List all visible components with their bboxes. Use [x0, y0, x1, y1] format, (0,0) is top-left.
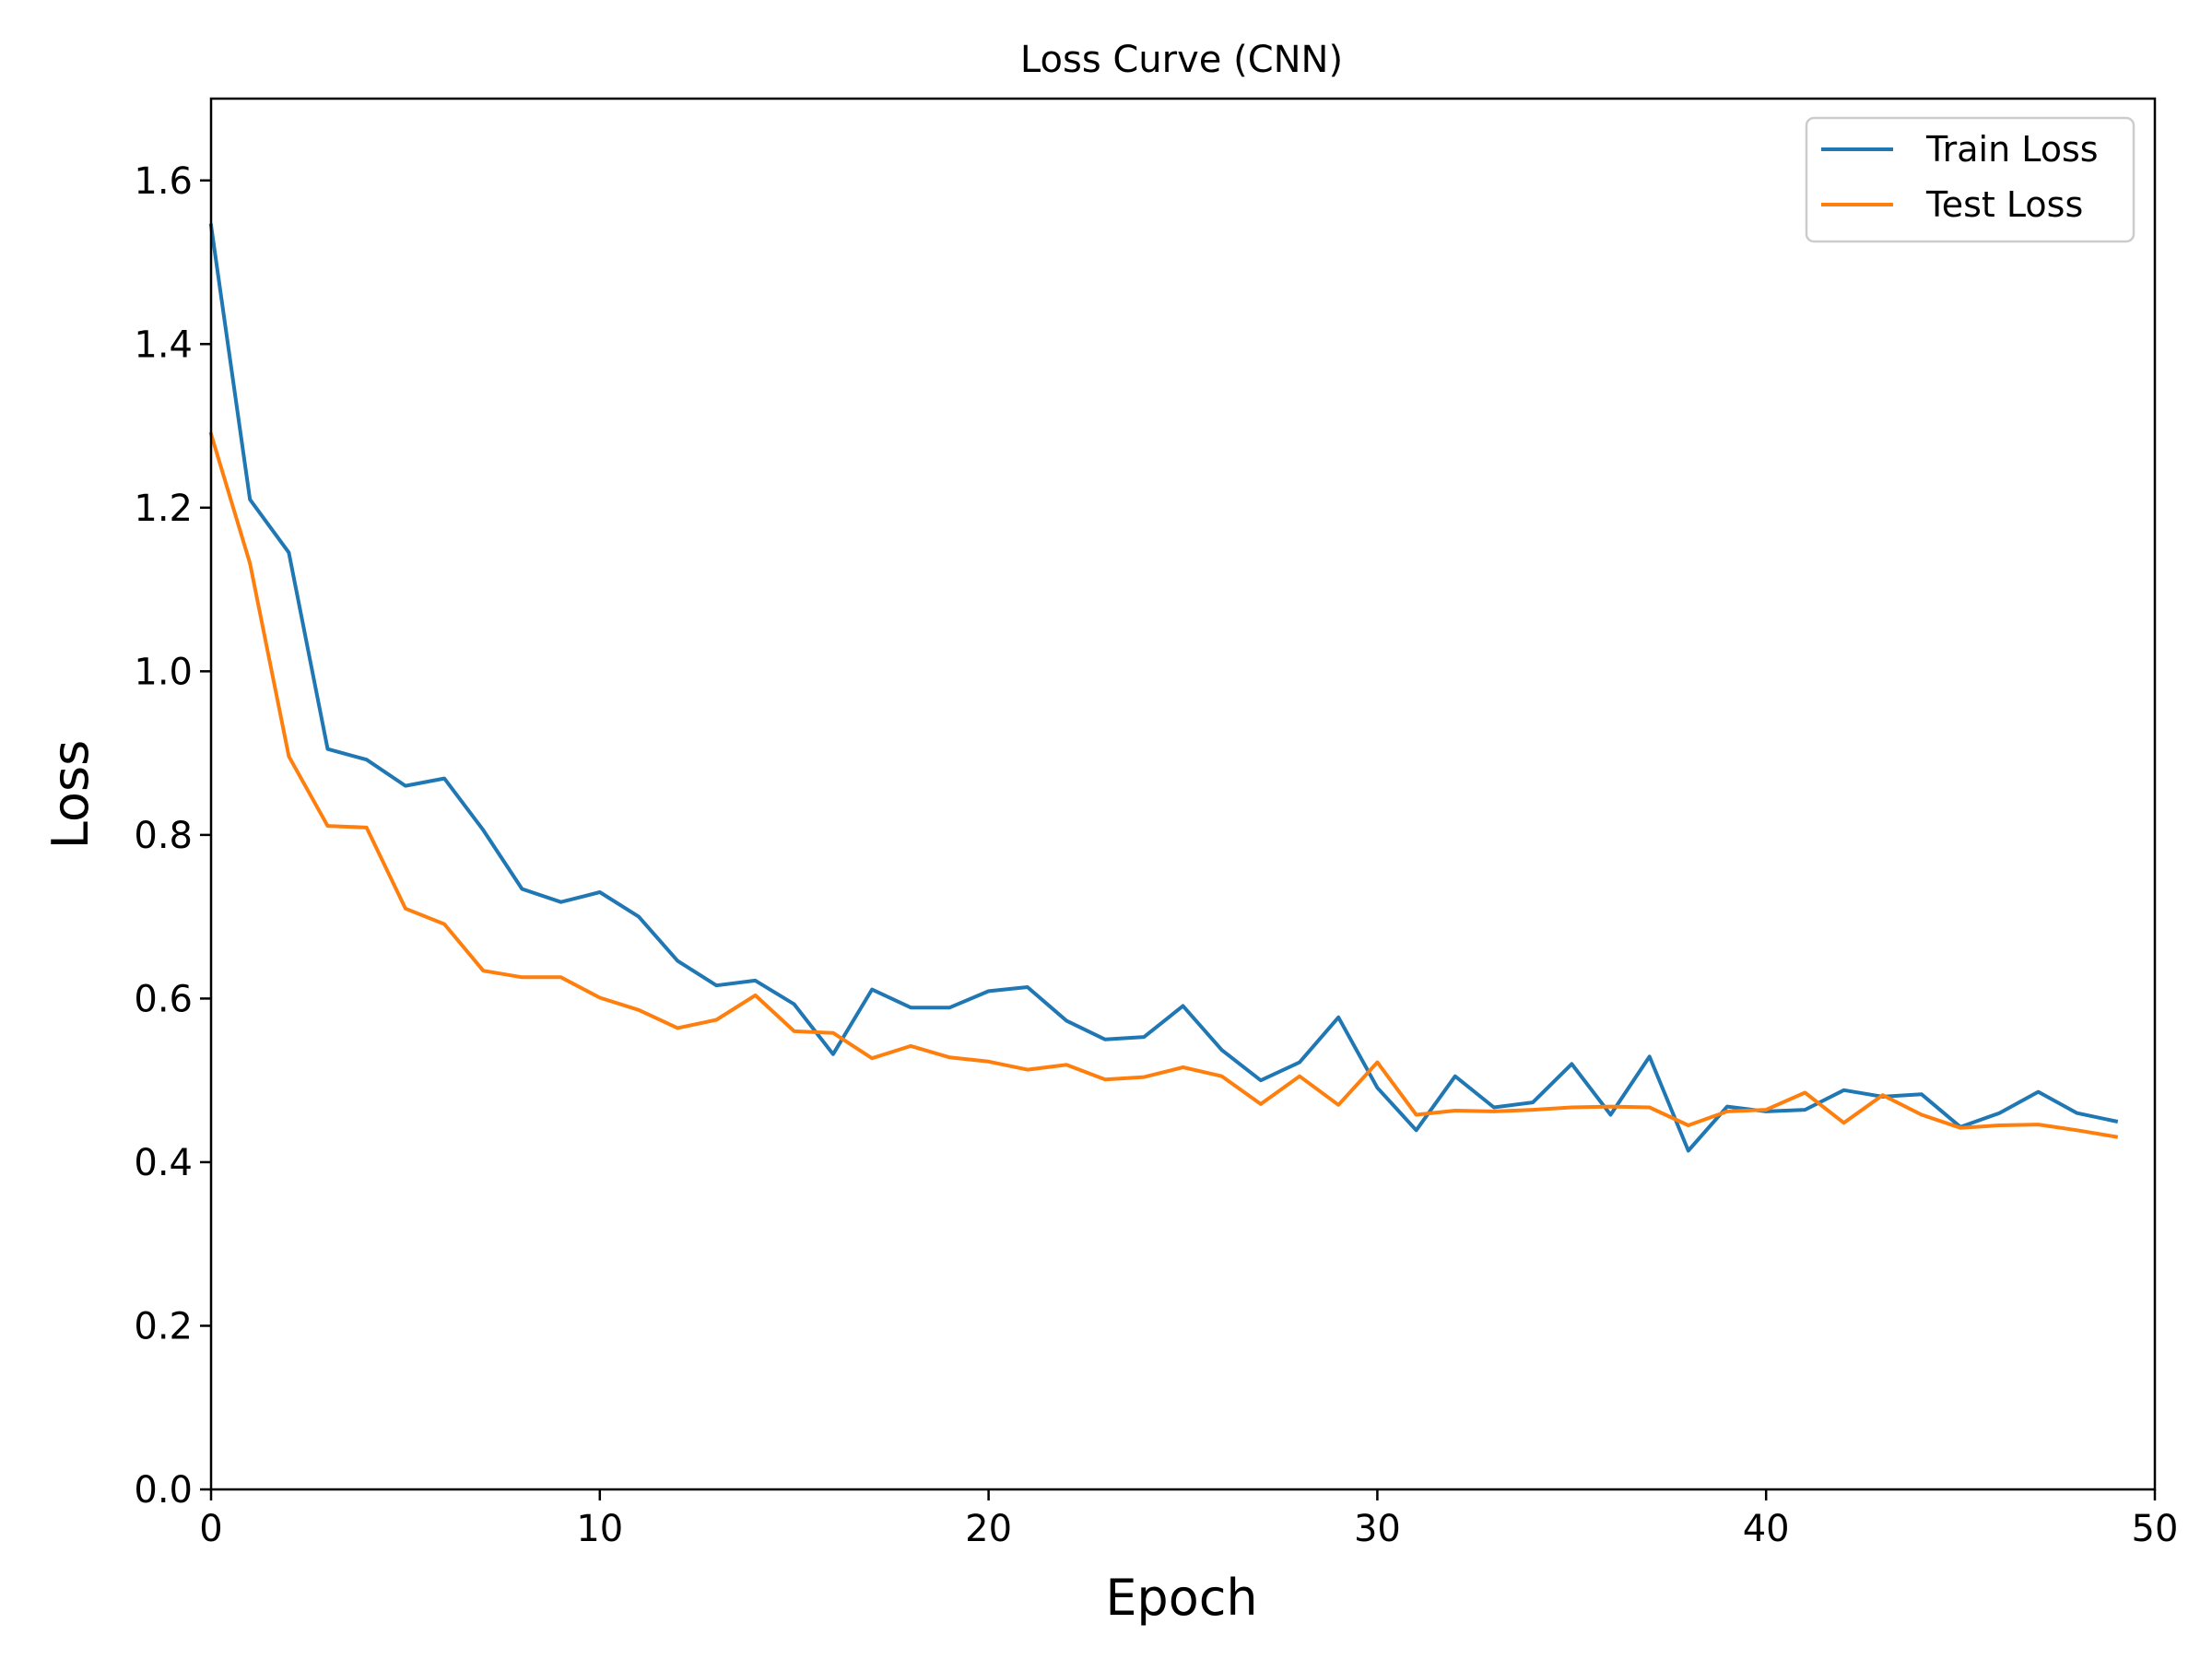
legend: Train Loss Test Loss [1805, 116, 2136, 243]
y-tick-label: 0.2 [134, 1305, 193, 1347]
y-tick-label: 0.8 [134, 815, 193, 857]
x-axis-label: Epoch [1105, 1569, 1257, 1627]
plot-frame [209, 97, 2157, 1491]
y-tick-label: 1.4 [134, 324, 193, 366]
x-tick-label: 40 [1743, 1508, 1790, 1550]
x-axis: 0 10 20 30 40 50 [199, 1489, 2178, 1550]
y-tick-label: 0.4 [134, 1142, 193, 1184]
x-tick-label: 30 [1354, 1508, 1401, 1550]
x-tick-label: 0 [199, 1508, 222, 1550]
y-tick-label: 1.2 [134, 488, 193, 530]
legend-label-test: Test Loss [1925, 184, 2083, 225]
y-tick-label: 0.0 [134, 1469, 193, 1512]
series-line-test-loss [208, 431, 2119, 1139]
y-axis: 0.0 0.2 0.4 0.6 0.8 1.0 1.2 1.4 1.6 [134, 160, 211, 1512]
y-tick-label: 1.0 [134, 651, 193, 693]
series-line-train-loss [208, 223, 2119, 1153]
y-tick-label: 0.6 [134, 978, 193, 1020]
chart-title: Loss Curve (CNN) [1020, 39, 1343, 81]
y-tick-label: 1.6 [134, 160, 193, 203]
x-tick-label: 50 [2132, 1508, 2179, 1550]
x-tick-label: 10 [576, 1508, 623, 1550]
x-tick-label: 20 [965, 1508, 1012, 1550]
series-layer [208, 223, 2119, 1153]
y-axis-label: Loss [41, 740, 100, 849]
legend-label-train: Train Loss [1925, 129, 2099, 170]
